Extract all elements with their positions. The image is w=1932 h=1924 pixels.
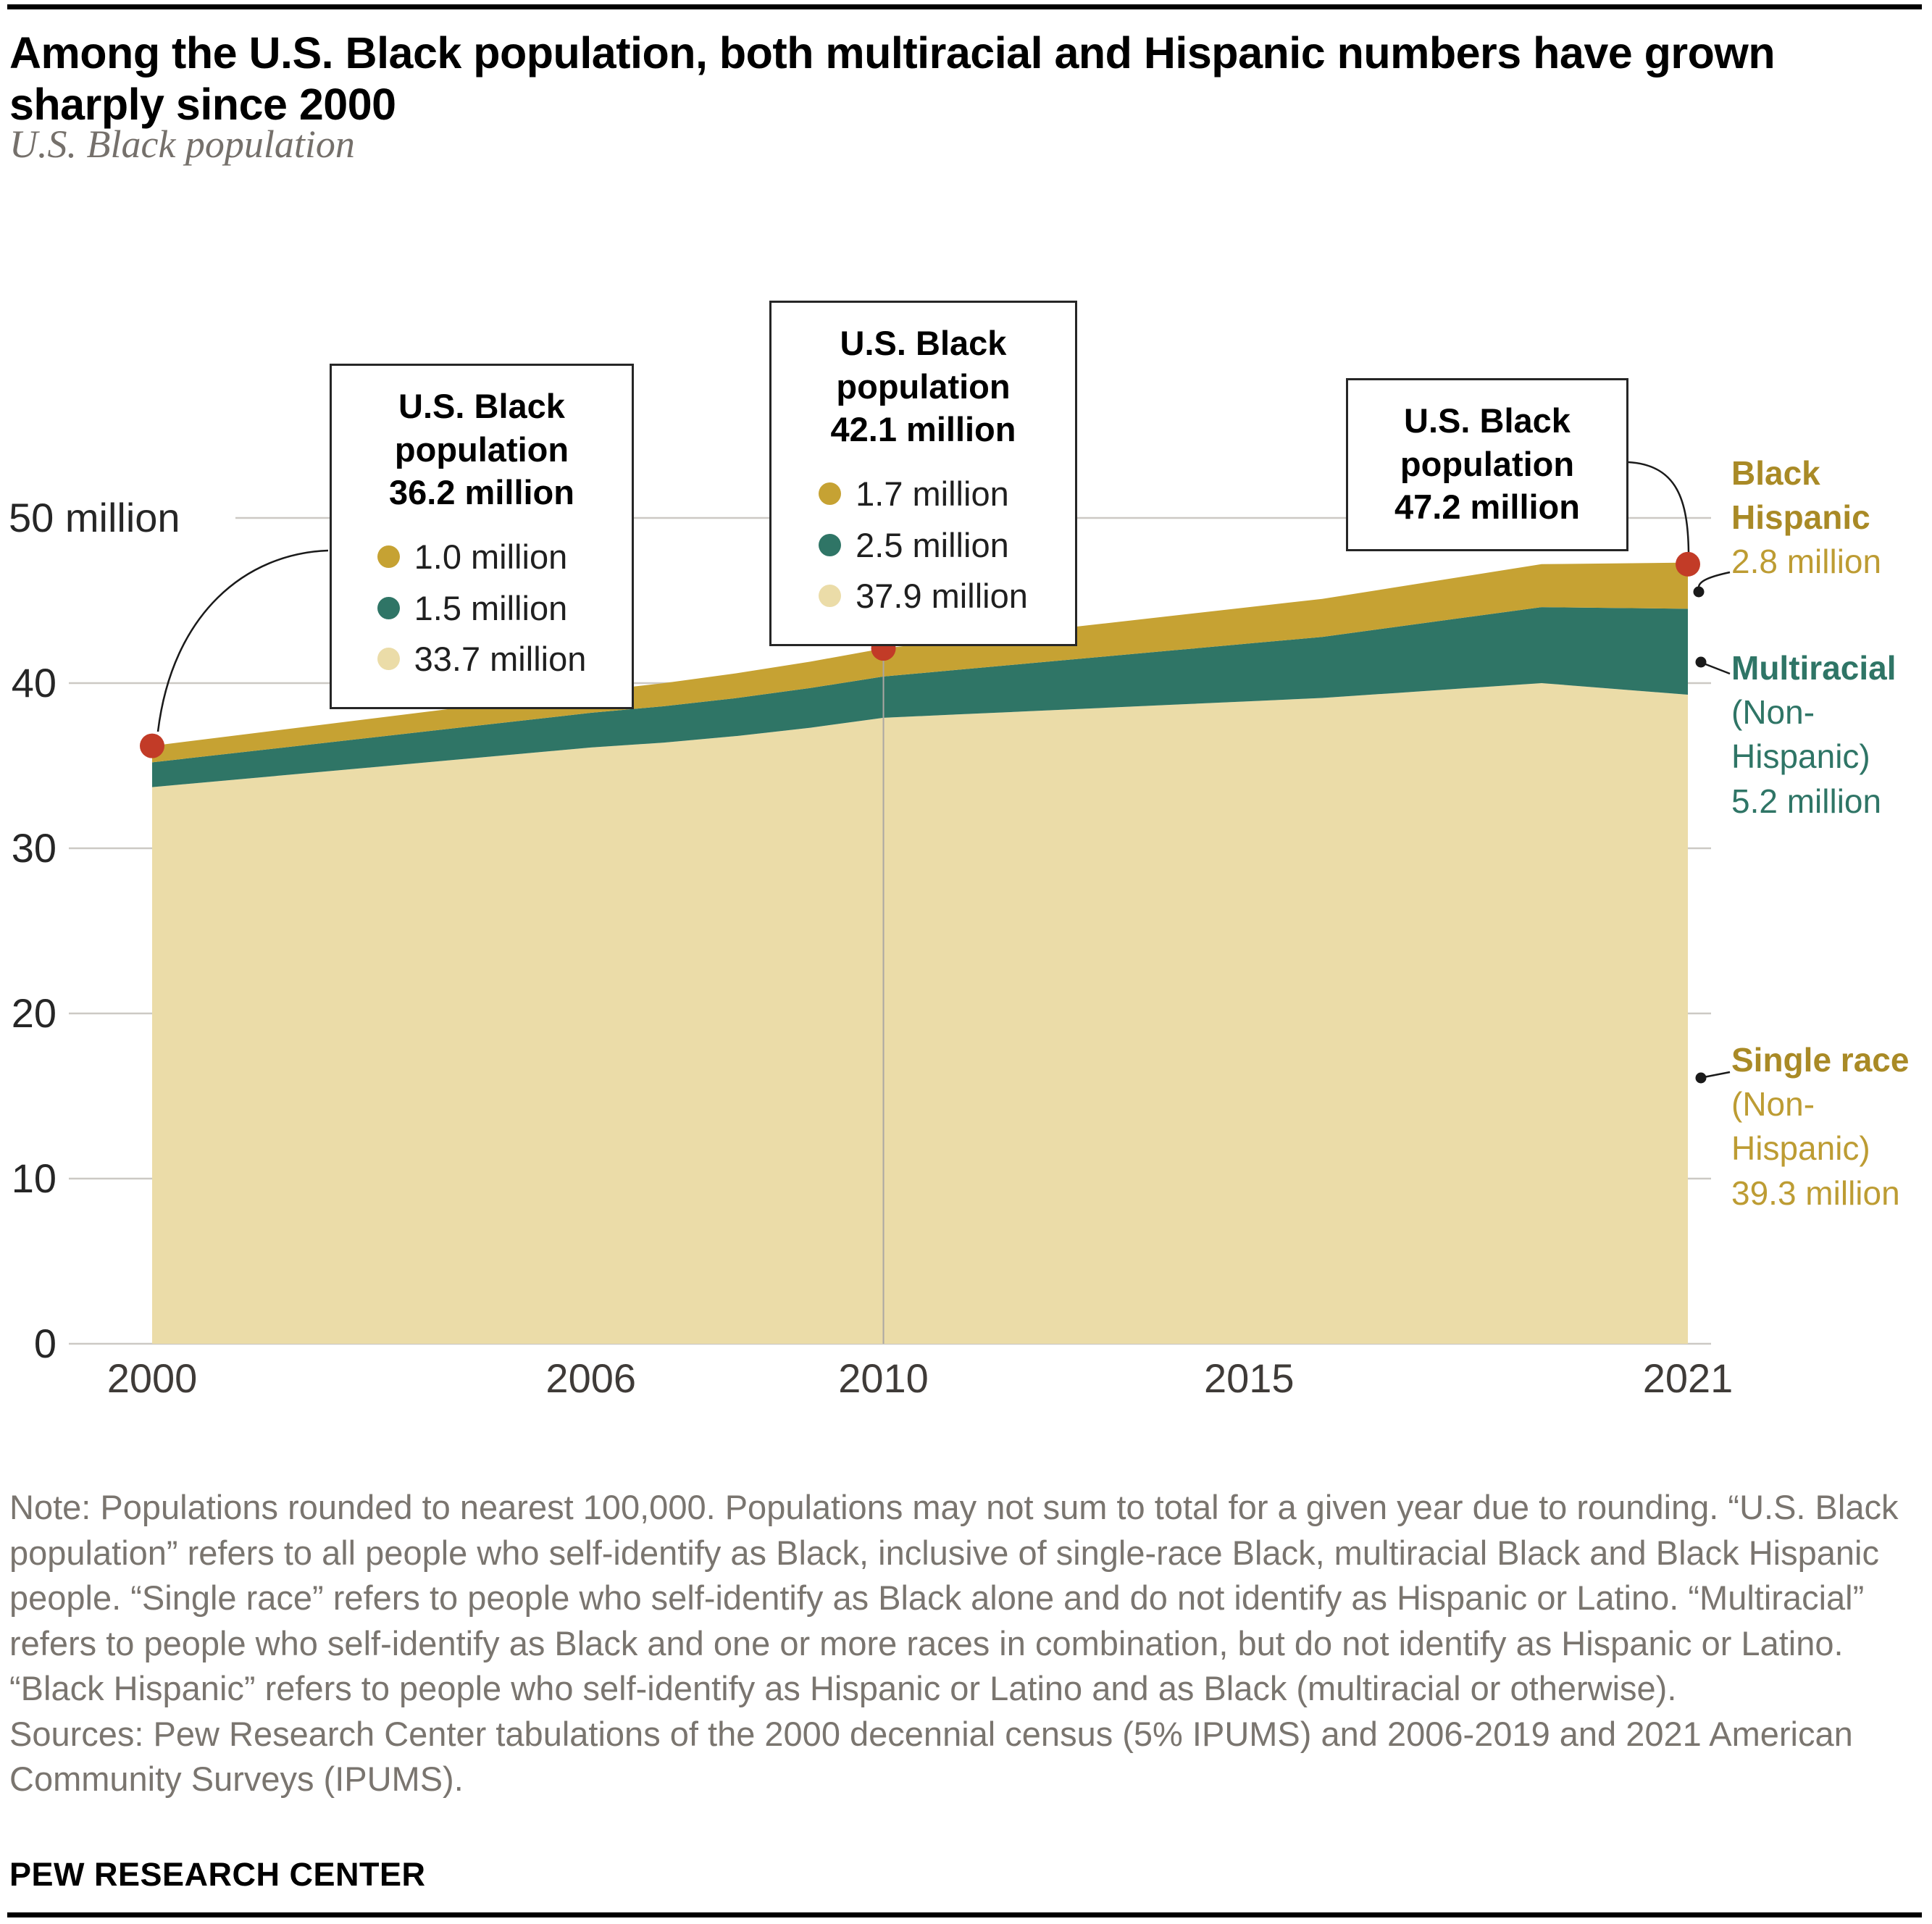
x-tick-label: 2021 (1643, 1355, 1734, 1401)
area-black_hispanic (152, 562, 1688, 763)
top-rule (7, 4, 1922, 9)
total-marker-2000 (140, 733, 164, 758)
callout-title: U.S. Black population (394, 387, 569, 469)
series-label-single-race: Single race (Non-Hispanic) 39.3 million (1731, 1038, 1932, 1216)
x-tick-label: 2000 (107, 1355, 198, 1401)
x-tick-label: 2006 (545, 1355, 636, 1401)
leader-line-5 (1703, 1071, 1731, 1079)
stacked-area-chart: 0 10 20 30 40 50 million 2000 2006 2010 2015 2021 … (0, 174, 1932, 1456)
legend-row: 1.0 million (377, 534, 587, 580)
multiracial-dot-icon (377, 596, 400, 619)
area-multiracial (152, 607, 1688, 787)
leader-dot-3 (1695, 1072, 1707, 1084)
series-value: 2.8 million (1731, 543, 1882, 581)
callout-title: U.S. Black population (836, 324, 1011, 406)
callout-legend: 1.7 million 2.5 million 37.9 million (819, 466, 1028, 624)
callout-legend: 1.0 million 1.5 million 33.7 million (377, 529, 587, 687)
page-subtitle: U.S. Black population (9, 122, 355, 166)
legend-value: 1.0 million (414, 538, 568, 577)
leader-line-1 (156, 549, 329, 732)
area-single_race (152, 683, 1688, 1344)
y-tick-label: 40 (12, 660, 57, 706)
series-sub: (Non-Hispanic) (1731, 1085, 1870, 1168)
legend-value: 1.5 million (414, 588, 568, 627)
series-label-black-hispanic: Black Hispanic 2.8 million (1731, 451, 1932, 585)
note-and-sources: Note: Populations rounded to nearest 100… (9, 1485, 1925, 1802)
sources-text: Sources: Pew Research Center tabulations… (9, 1714, 1853, 1799)
callout-total: 42.1 million (830, 410, 1016, 449)
black_hispanic-dot-icon (819, 482, 842, 506)
y-tick-label: 30 (12, 825, 57, 871)
multiracial-dot-icon (819, 533, 842, 556)
series-name: Single race (1731, 1041, 1910, 1079)
bottom-rule (7, 1912, 1922, 1917)
single_race-dot-icon (377, 648, 400, 671)
black_hispanic-dot-icon (377, 545, 400, 569)
leader-line-2 (1628, 461, 1690, 553)
series-value: 39.3 million (1731, 1174, 1900, 1212)
callout-2000: U.S. Black population 36.2 million 1.0 m… (330, 364, 634, 710)
leader-line-4 (1703, 662, 1731, 675)
y-tick-label: 10 (12, 1155, 57, 1201)
y-tick-label: 50 million (9, 495, 180, 540)
series-value: 5.2 million (1731, 782, 1882, 820)
pew-research-center-footer: PEW RESEARCH CENTER (9, 1856, 426, 1893)
leader-dot-1 (1693, 586, 1705, 598)
legend-value: 37.9 million (856, 576, 1028, 615)
callout-total: 36.2 million (389, 473, 574, 512)
x-tick-label: 2010 (838, 1355, 929, 1401)
legend-row: 37.9 million (819, 573, 1028, 619)
single_race-dot-icon (819, 585, 842, 608)
callout-2021: U.S. Black population 47.2 million (1346, 378, 1628, 552)
callout-title: U.S. Black population (1400, 401, 1575, 483)
note-text: Note: Populations rounded to nearest 100… (9, 1488, 1899, 1707)
legend-row: 1.5 million (377, 585, 587, 631)
x-tick-label: 2015 (1204, 1355, 1295, 1401)
page-title: Among the U.S. Black population, both mu… (9, 28, 1776, 130)
legend-row: 33.7 million (377, 636, 587, 682)
total-marker-2021 (1676, 551, 1700, 577)
legend-row: 1.7 million (819, 471, 1028, 516)
series-name: Multiracial (1731, 649, 1897, 687)
series-name: Black Hispanic (1731, 454, 1870, 537)
y-tick-label: 20 (12, 990, 57, 1036)
callout-2010: U.S. Black population 42.1 million 1.7 m… (769, 301, 1077, 647)
callout-total: 47.2 million (1394, 488, 1580, 527)
leader-dot-2 (1695, 656, 1707, 668)
legend-value: 33.7 million (414, 639, 587, 678)
y-tick-label: 0 (34, 1321, 57, 1366)
legend-row: 2.5 million (819, 522, 1028, 568)
series-label-multiracial: Multiracial (Non-Hispanic) 5.2 million (1731, 646, 1932, 824)
legend-value: 1.7 million (856, 474, 1009, 514)
series-sub: (Non-Hispanic) (1731, 693, 1870, 776)
leader-line-3 (1697, 571, 1731, 587)
population-area-chart-canvas: 0 10 20 30 40 50 million 2000 2006 2010 2015 2021 (9, 461, 1734, 1401)
legend-value: 2.5 million (856, 525, 1009, 564)
